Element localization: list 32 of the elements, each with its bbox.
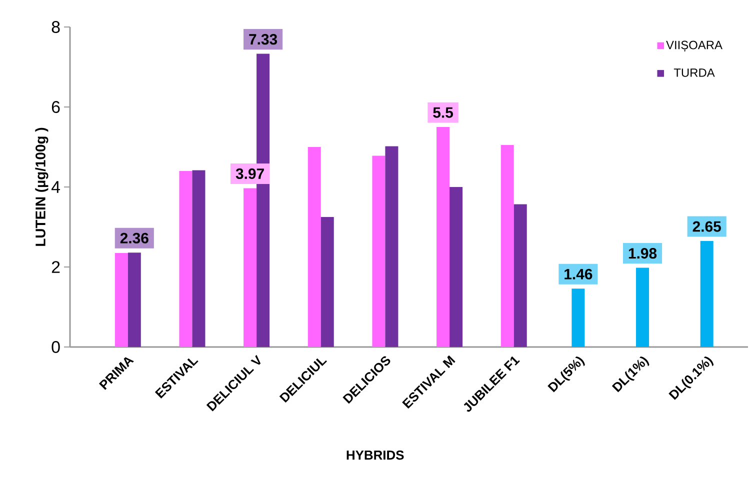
y-tick-label: 6 — [52, 101, 60, 114]
bar — [244, 188, 257, 347]
y-axis-title: LUTEIN (µg/100g ) — [35, 128, 48, 246]
data-label: 5.5 — [433, 107, 453, 118]
bar — [114, 253, 128, 347]
data-label: 2.65 — [692, 221, 721, 232]
legend-label: VIIȘOARA — [666, 40, 722, 52]
bar — [320, 217, 334, 347]
bar — [385, 146, 398, 347]
y-tick-label: 2 — [52, 261, 60, 273]
data-label: 2.36 — [120, 232, 148, 244]
bar — [636, 268, 650, 347]
data-label: 1.98 — [628, 248, 657, 259]
bar — [436, 127, 450, 347]
data-label: 7.33 — [249, 34, 278, 45]
bar — [500, 145, 514, 347]
data-label: 1.46 — [564, 268, 592, 280]
bar — [372, 156, 386, 347]
bar — [700, 241, 714, 347]
bar — [128, 252, 141, 347]
bar — [308, 147, 321, 347]
x-axis-title: HYBRIDS — [346, 450, 404, 460]
bar — [514, 204, 527, 347]
legend-label: TURDA — [674, 68, 715, 77]
y-tick-label: 0 — [52, 341, 60, 353]
bar — [192, 170, 206, 347]
bar — [450, 187, 463, 347]
bar — [572, 288, 585, 347]
bar — [179, 171, 192, 347]
data-label: 3.97 — [236, 168, 264, 180]
y-tick-label: 8 — [52, 21, 60, 34]
y-tick-label: 4 — [51, 181, 60, 193]
